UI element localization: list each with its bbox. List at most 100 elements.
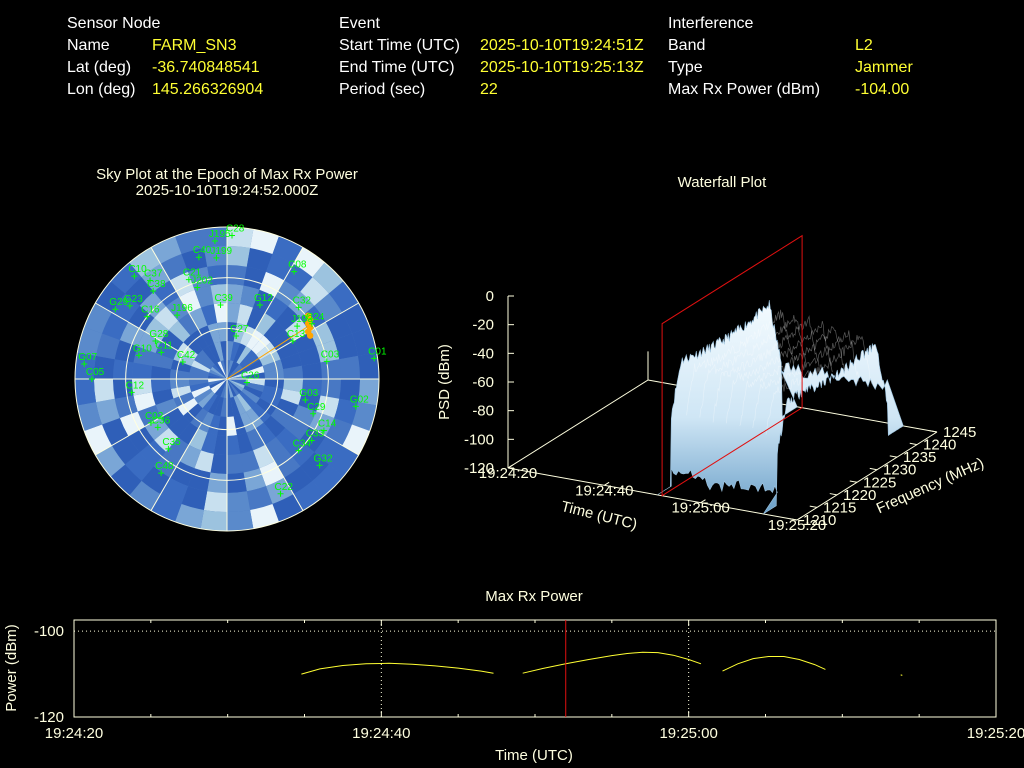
sky-cell: [233, 343, 246, 363]
satellite-label: G10: [133, 343, 152, 354]
sky-cell: [246, 428, 265, 451]
frequency-tick: [849, 480, 858, 483]
sky-cell: [298, 346, 321, 366]
sky-cell: [209, 379, 227, 389]
sky-cell: [316, 395, 340, 418]
sky-cell: [245, 379, 265, 386]
sky-cell: [314, 293, 343, 322]
sky-cell: [96, 333, 120, 360]
satellite-label: C48: [155, 461, 174, 472]
sky-cell: [190, 408, 208, 429]
sky-cell: [178, 313, 199, 336]
sky-cell: [243, 266, 266, 290]
satellite-label: C39: [215, 293, 234, 304]
sky-cell: [173, 391, 195, 408]
power-series-segment: [900, 674, 903, 676]
sky-cell: [292, 404, 317, 427]
sky-cell: [220, 360, 227, 379]
azimuth-line: [270, 302, 359, 355]
satellite-c33: C33: [306, 429, 325, 444]
satellite-c40: C40: [193, 245, 212, 261]
sky-cell: [207, 472, 227, 493]
sky-cell: [252, 444, 275, 469]
sky-cell: [265, 254, 294, 281]
back-floor-line: [507, 379, 649, 469]
satellite-label: C16: [141, 305, 160, 316]
satellite-plus-icon: [233, 333, 240, 340]
satellite-label: C37: [144, 269, 163, 280]
sky-cell: [227, 416, 237, 436]
sky-cell: [328, 281, 359, 313]
satellite-plus-icon: [371, 355, 378, 362]
satellite-c12: C12: [126, 380, 144, 396]
waterfall-ridge: [686, 309, 793, 416]
interference-label: Type: [668, 59, 703, 76]
satellite-plus-icon: [316, 462, 323, 469]
satellite-label: C32: [293, 295, 312, 306]
sky-cell: [262, 385, 284, 399]
satellite-g02: G02: [350, 394, 369, 410]
frequency-tick: [889, 455, 898, 458]
sky-cell: [151, 494, 182, 522]
sky-cell: [200, 227, 227, 249]
sky-cell: [259, 391, 281, 408]
satellite-plus-icon: [147, 277, 154, 284]
sky-cell: [133, 392, 156, 412]
satellite-c48: C48: [155, 461, 174, 477]
sky-cell: [102, 312, 129, 341]
satellite-c08: C08: [288, 260, 307, 275]
satellite-g03: G03: [299, 388, 319, 403]
satellite-plus-icon: [277, 490, 284, 497]
sky-cell: [244, 382, 265, 392]
sky-cell: [299, 426, 326, 453]
satellite-plus-icon: [112, 306, 119, 313]
satellite-label: C33: [306, 429, 325, 440]
sky-cell: [183, 335, 203, 355]
psd-tick-label: -120: [464, 460, 494, 477]
sky-cell: [227, 379, 242, 394]
psd-tick-label: 0: [486, 288, 494, 305]
sky-cell: [95, 281, 126, 313]
sky-cell: [227, 509, 254, 531]
sky-cell: [227, 284, 244, 305]
sky-cell: [259, 350, 281, 367]
satellite-c35: C35: [162, 437, 181, 452]
frequency-tick-label: 1230: [883, 462, 916, 479]
waterfall-title: Waterfall Plot: [678, 174, 767, 191]
sky-cell: [125, 277, 154, 306]
satellite-plus-icon: [144, 313, 151, 320]
frequency-tick-label: 1225: [863, 474, 896, 491]
sky-cell: [153, 280, 180, 307]
sky-cell: [312, 262, 344, 294]
sky-cell: [264, 379, 284, 389]
waterfall-ridge: [752, 330, 860, 429]
sky-cell: [177, 342, 198, 360]
satellite-j196: J196: [171, 303, 193, 319]
sky-cell: [132, 379, 153, 396]
sky-cell: [207, 265, 227, 286]
sky-cell: [151, 379, 171, 393]
satellite-plus-icon: [179, 359, 186, 366]
sky-cell: [301, 379, 322, 396]
event-row: End Time (UTC) 2025-10-10T19:25:13Z: [339, 57, 659, 79]
sensor-row: Name FARM_SN3: [67, 35, 327, 57]
sky-cell: [227, 362, 240, 379]
satellite-label: C38: [147, 279, 166, 290]
sky-cell: [263, 320, 286, 343]
satellite-plus-icon: [294, 323, 301, 330]
power-series-segment: [722, 656, 826, 672]
sky-cell: [220, 379, 227, 398]
satellite-label: G02: [350, 394, 369, 405]
sky-cell: [227, 472, 247, 493]
sky-cell: [251, 335, 271, 355]
sky-cell: [96, 398, 120, 425]
sky-cell: [233, 395, 246, 415]
psd-tick-label: -80: [472, 403, 494, 420]
interference-heading: Interference: [668, 15, 754, 32]
sky-cell: [265, 477, 294, 504]
sky-cell: [152, 353, 174, 370]
sky-cell: [129, 247, 161, 278]
satellite-plus-icon: [291, 268, 298, 275]
sky-cell: [227, 379, 234, 398]
sky-cell: [233, 414, 247, 436]
